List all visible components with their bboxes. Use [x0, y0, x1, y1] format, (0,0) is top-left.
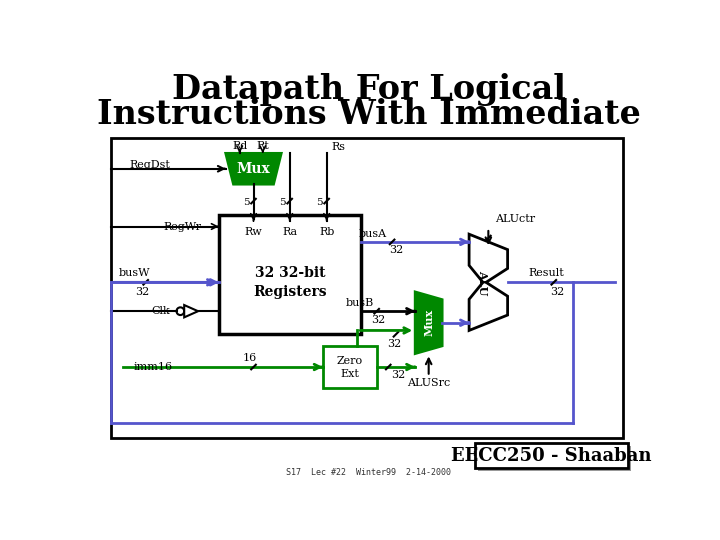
Polygon shape — [415, 292, 442, 354]
Text: 32: 32 — [371, 315, 385, 325]
Text: 5: 5 — [243, 198, 250, 207]
Text: Rw: Rw — [245, 227, 262, 237]
Bar — [219, 215, 361, 334]
Text: 32 32-bit: 32 32-bit — [255, 266, 325, 280]
Bar — [475, 443, 628, 468]
Text: ALUSrc: ALUSrc — [407, 378, 450, 388]
Text: 16: 16 — [243, 353, 257, 363]
Text: RegDst: RegDst — [129, 160, 170, 170]
Text: Clk: Clk — [152, 306, 171, 316]
Bar — [478, 446, 631, 471]
Text: ALUctr: ALUctr — [495, 214, 536, 224]
Text: 32: 32 — [551, 287, 564, 296]
Text: EECC250 - Shaaban: EECC250 - Shaaban — [451, 447, 652, 465]
Text: 32: 32 — [391, 370, 405, 381]
Text: Rb: Rb — [319, 227, 334, 237]
Text: Result: Result — [528, 268, 564, 278]
Bar — [323, 346, 377, 388]
Text: 5: 5 — [316, 198, 323, 207]
Text: Datapath For Logical: Datapath For Logical — [172, 73, 566, 106]
Text: Rd: Rd — [232, 140, 247, 151]
Text: Ra: Ra — [282, 227, 297, 237]
Text: Rt: Rt — [256, 140, 269, 151]
Text: 5: 5 — [279, 198, 286, 207]
Text: imm16: imm16 — [134, 362, 173, 372]
Bar — [111, 138, 623, 438]
Text: S17  Lec #22  Winter99  2-14-2000: S17 Lec #22 Winter99 2-14-2000 — [287, 468, 451, 477]
Text: Zero: Zero — [337, 356, 363, 366]
Text: busA: busA — [359, 229, 387, 239]
Text: Instructions With Immediate: Instructions With Immediate — [97, 98, 641, 131]
Text: ALU: ALU — [477, 269, 488, 295]
Text: Mux: Mux — [237, 162, 271, 176]
Polygon shape — [469, 234, 508, 330]
Text: Ext: Ext — [341, 369, 359, 379]
Text: Mux: Mux — [423, 309, 434, 336]
Text: 32: 32 — [387, 339, 402, 348]
Text: RegWr: RegWr — [163, 221, 202, 232]
Text: 32: 32 — [389, 245, 403, 254]
Text: Rs: Rs — [331, 142, 345, 152]
Polygon shape — [184, 305, 198, 318]
Text: Registers: Registers — [253, 285, 327, 299]
Text: busB: busB — [346, 298, 374, 308]
Polygon shape — [226, 153, 282, 184]
Text: 32: 32 — [135, 287, 149, 296]
Text: busW: busW — [118, 268, 150, 278]
